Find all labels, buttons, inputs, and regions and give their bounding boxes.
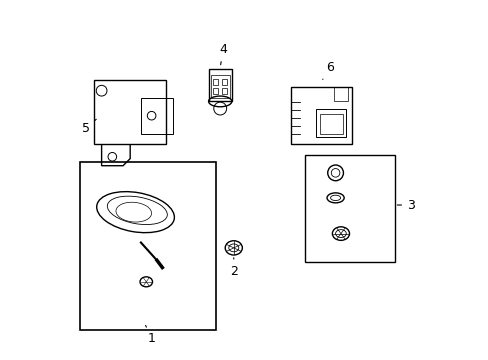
Bar	[222, 88, 227, 94]
Bar	[213, 79, 218, 85]
Bar	[141, 98, 173, 134]
Text: 1: 1	[145, 325, 155, 346]
Text: 3: 3	[396, 198, 414, 212]
Bar	[94, 80, 165, 144]
Bar	[208, 69, 231, 102]
Bar	[222, 79, 227, 85]
Text: 6: 6	[322, 61, 333, 80]
Bar	[213, 88, 218, 94]
Text: 5: 5	[81, 119, 96, 135]
Bar	[319, 114, 342, 134]
Bar	[305, 155, 394, 262]
Bar	[315, 109, 346, 137]
Text: 2: 2	[229, 258, 237, 278]
Bar	[333, 87, 347, 102]
Bar	[290, 87, 351, 144]
Bar	[210, 75, 230, 98]
Bar	[80, 162, 216, 330]
Text: 4: 4	[219, 43, 226, 65]
